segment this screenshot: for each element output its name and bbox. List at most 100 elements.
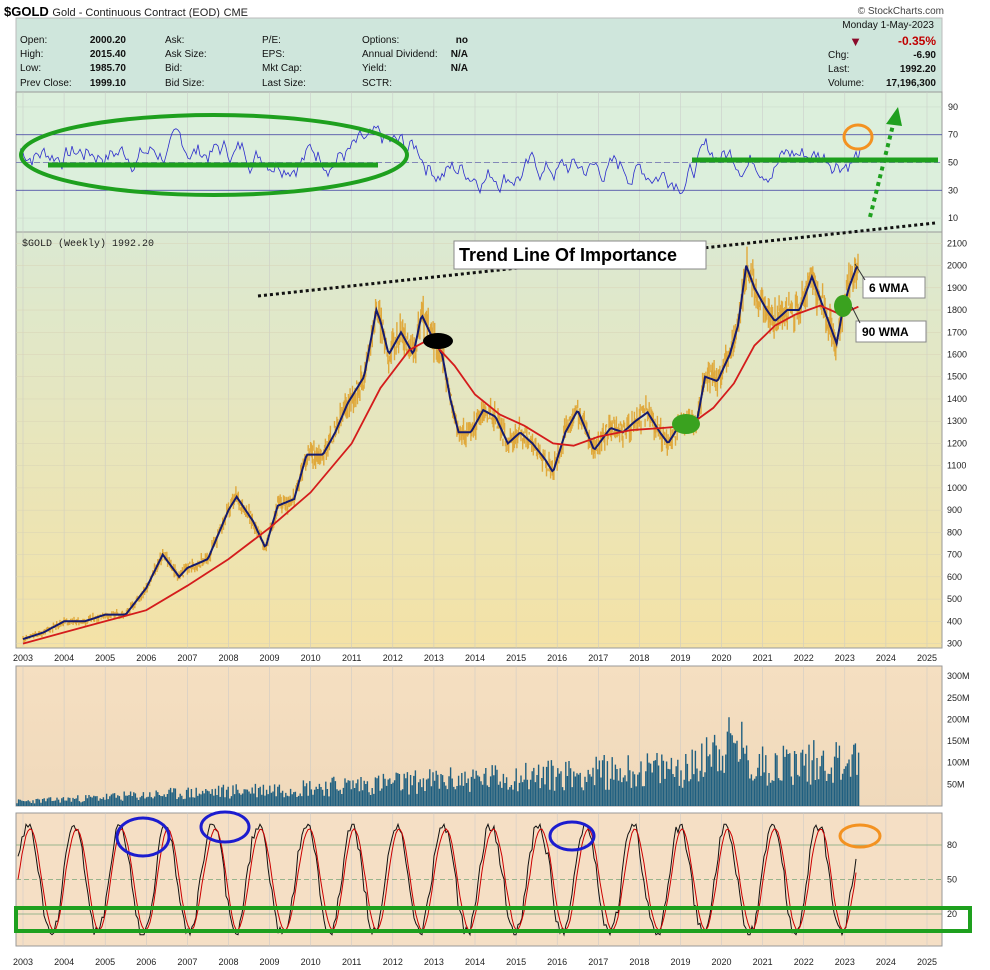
price-tick-label: 2000	[947, 261, 967, 271]
x-tick-label: 2004	[54, 653, 74, 663]
price-tick-label: 1800	[947, 305, 967, 315]
last-label: Last:	[828, 64, 850, 75]
site-credit[interactable]: © StockCharts.com	[857, 6, 944, 17]
rsi-tick-label: 90	[948, 102, 958, 112]
x-tick-label: 2018	[629, 957, 649, 967]
x-tick-label: 2007	[177, 957, 197, 967]
volume-tick-label: 300M	[947, 671, 970, 681]
x-tick-label: 2019	[670, 957, 690, 967]
stat-value-low: 1985.70	[89, 63, 126, 75]
wma90-label-box	[855, 320, 927, 343]
x-tick-label: 2017	[588, 653, 608, 663]
rsi-orange-circle	[842, 123, 874, 151]
stat-label-yield: Yield:	[362, 63, 387, 75]
x-tick-label: 2008	[218, 957, 238, 967]
x-tick-label: 2025	[917, 957, 937, 967]
x-tick-label: 2015	[506, 957, 526, 967]
chg-label: Chg:	[828, 50, 850, 61]
rsi-tick-label: 70	[948, 130, 958, 140]
stoch-tick-label: 80	[947, 840, 957, 850]
stoch-orange-circle	[838, 823, 882, 849]
volume-value: 17,196,300	[885, 78, 936, 89]
stoch-blue-circle-2016	[548, 820, 596, 852]
rsi-tick-label: 30	[948, 185, 958, 195]
wma90-label: 90 WMA	[862, 325, 909, 339]
x-tick-label: 2006	[136, 957, 156, 967]
stoch-tick-label: 50	[947, 875, 957, 885]
x-tick-label: 2003	[13, 957, 33, 967]
price-tick-label: 700	[947, 550, 962, 560]
stoch-tick-label: 20	[947, 909, 957, 919]
price-tick-label: 1100	[947, 461, 966, 471]
x-tick-label: 2011	[342, 653, 361, 663]
stat-value-options: no	[455, 35, 468, 46]
x-tick-label: 2024	[876, 957, 896, 967]
exchange: CME	[223, 7, 249, 19]
gridlines	[16, 92, 942, 946]
stat-label-prevclose: Prev Close:	[20, 77, 72, 89]
price-tick-label: 600	[947, 572, 962, 582]
stat-label-sctr: SCTR:	[362, 77, 392, 89]
price-tick-label: 1700	[947, 327, 967, 337]
price-tick-label: 300	[947, 639, 962, 649]
price-tick-label: 1500	[947, 372, 967, 382]
green-marker-2023	[834, 295, 852, 317]
rsi-highlight-ellipse	[19, 113, 409, 197]
arrow-head-icon	[886, 107, 902, 126]
x-tick-label: 2014	[465, 957, 485, 967]
x-tick-label: 2016	[547, 957, 567, 967]
rsi-tick-label: 10	[948, 213, 958, 223]
stat-label-bid: Bid:	[165, 63, 183, 75]
x-tick-label: 2008	[218, 653, 238, 663]
price-tick-label: 500	[947, 594, 962, 604]
x-tick-label: 2022	[794, 957, 814, 967]
stochastic-indicator	[17, 822, 857, 937]
stat-label-ask: Ask:	[165, 35, 185, 46]
x-tick-label: 2009	[260, 957, 280, 967]
stat-label-pe: P/E:	[262, 35, 281, 46]
symbol: $GOLD	[4, 4, 49, 19]
price-tick-label: 900	[947, 505, 962, 515]
stat-label-asksize: Ask Size:	[165, 49, 207, 61]
stoch-blue-circle-2008	[199, 810, 251, 844]
price-tick-label: 1400	[947, 394, 967, 404]
stat-value-prevclose: 1999.10	[89, 77, 126, 89]
volume-label: Volume:	[828, 78, 865, 89]
x-tick-label: 2010	[301, 653, 321, 663]
x-tick-label: 2007	[177, 653, 197, 663]
wma6-label-box	[862, 276, 926, 299]
stat-value-open: 2000.20	[89, 35, 126, 46]
price-tick-label: 1200	[947, 438, 967, 448]
x-tick-label: 2022	[794, 653, 814, 663]
stoch-oversold-box	[14, 906, 972, 933]
price-tick-label: 1900	[947, 283, 967, 293]
green-marker-2019	[672, 414, 700, 434]
stoch-k-line	[17, 822, 857, 937]
black-marker	[423, 333, 453, 349]
x-tick-label: 2012	[383, 957, 403, 967]
volume-bar-set	[16, 717, 860, 806]
stat-label-annualdividend: Annual Dividend:	[362, 49, 438, 61]
info-panel	[15, 17, 943, 93]
price-tick-label: 2100	[947, 238, 967, 248]
volume-tick-label: 50M	[947, 779, 965, 789]
price-legend: $GOLD (Weekly) 1992.20	[22, 238, 154, 250]
volume-bars	[16, 717, 860, 806]
x-tick-label: 2024	[876, 653, 896, 663]
x-tick-label: 2016	[547, 653, 567, 663]
price-series	[22, 246, 859, 645]
x-tick-label: 2012	[383, 653, 403, 663]
wma6-pointer	[854, 263, 866, 281]
x-tick-label: 2020	[712, 653, 732, 663]
wma90-line	[22, 304, 859, 645]
x-tick-label: 2018	[629, 653, 649, 663]
stat-label-options: Options:	[362, 35, 400, 46]
x-tick-label: 2014	[465, 653, 485, 663]
volume-tick-label: 150M	[947, 736, 970, 746]
x-tick-label: 2003	[13, 653, 33, 663]
x-tick-label: 2023	[835, 957, 855, 967]
wma90-pointer	[851, 306, 861, 324]
stat-label-high: High:	[20, 49, 44, 61]
trend-line-label: Trend Line Of Importance	[459, 245, 677, 265]
price-tick-label: 1600	[947, 350, 967, 360]
